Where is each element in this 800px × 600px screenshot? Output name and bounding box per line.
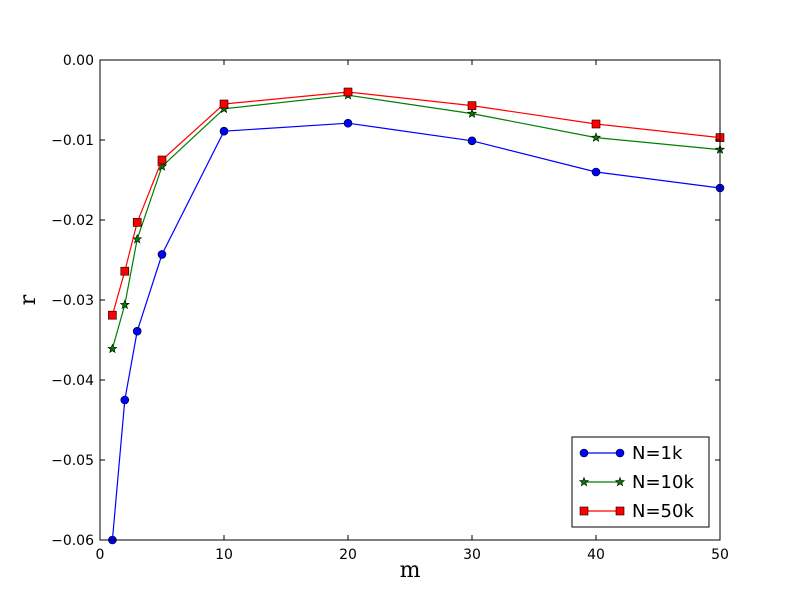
legend-marker bbox=[615, 506, 625, 516]
x-tick-label: 40 bbox=[587, 547, 605, 563]
ticks-layer: 0 10 20 30 40 50 0.00 −0.01 −0.02 −0.03 −0.04 −0.05… bbox=[51, 53, 729, 563]
data-point bbox=[119, 299, 130, 310]
x-tick-label: 10 bbox=[215, 547, 233, 563]
y-tick-label: −0.05 bbox=[51, 453, 94, 469]
data-point bbox=[466, 108, 478, 118]
legend-item: N=50k bbox=[579, 501, 694, 522]
data-point bbox=[467, 101, 477, 110]
data-point bbox=[467, 136, 477, 146]
data-point bbox=[219, 99, 229, 109]
y-tick-label: −0.03 bbox=[51, 293, 94, 309]
data-point bbox=[107, 343, 118, 354]
x-tick-label: 0 bbox=[96, 547, 105, 563]
y-axis-label: r bbox=[16, 294, 41, 305]
data-point bbox=[132, 218, 142, 227]
data-point bbox=[343, 118, 353, 128]
y-tick-label: −0.01 bbox=[51, 133, 94, 149]
y-tick-label: 0.00 bbox=[63, 53, 94, 69]
legend-marker bbox=[579, 448, 589, 458]
legend: N=1k N=10k N=50k bbox=[571, 436, 710, 528]
data-point bbox=[591, 167, 601, 177]
series-1 bbox=[108, 118, 725, 545]
series-3 bbox=[108, 87, 725, 320]
legend-label: N=10k bbox=[632, 472, 694, 493]
legend-marker bbox=[615, 448, 625, 458]
series-layer bbox=[107, 87, 726, 545]
data-point bbox=[219, 126, 229, 136]
x-tick-label: 50 bbox=[711, 547, 729, 563]
data-point bbox=[132, 233, 143, 244]
legend-item: N=10k bbox=[578, 472, 694, 493]
y-tick-label: −0.06 bbox=[51, 533, 94, 549]
legend-marker bbox=[578, 476, 590, 487]
legend-marker bbox=[579, 506, 589, 516]
x-axis-label: m bbox=[400, 558, 421, 583]
legend-label: N=1k bbox=[632, 443, 683, 464]
data-point bbox=[157, 155, 167, 165]
data-point bbox=[590, 132, 602, 142]
legend-marker bbox=[614, 476, 626, 487]
legend-item: N=1k bbox=[579, 443, 683, 464]
data-point bbox=[343, 87, 353, 97]
y-tick-label: −0.02 bbox=[51, 213, 94, 229]
x-tick-label: 30 bbox=[463, 547, 481, 563]
data-point bbox=[591, 119, 601, 129]
data-point bbox=[132, 326, 142, 336]
data-point bbox=[120, 395, 130, 405]
legend-label: N=50k bbox=[632, 501, 694, 522]
data-point bbox=[108, 310, 117, 320]
x-tick-label: 20 bbox=[339, 547, 357, 563]
y-tick-label: −0.04 bbox=[51, 373, 94, 389]
data-point bbox=[120, 266, 130, 276]
data-point bbox=[157, 250, 167, 259]
data-point bbox=[156, 161, 168, 171]
